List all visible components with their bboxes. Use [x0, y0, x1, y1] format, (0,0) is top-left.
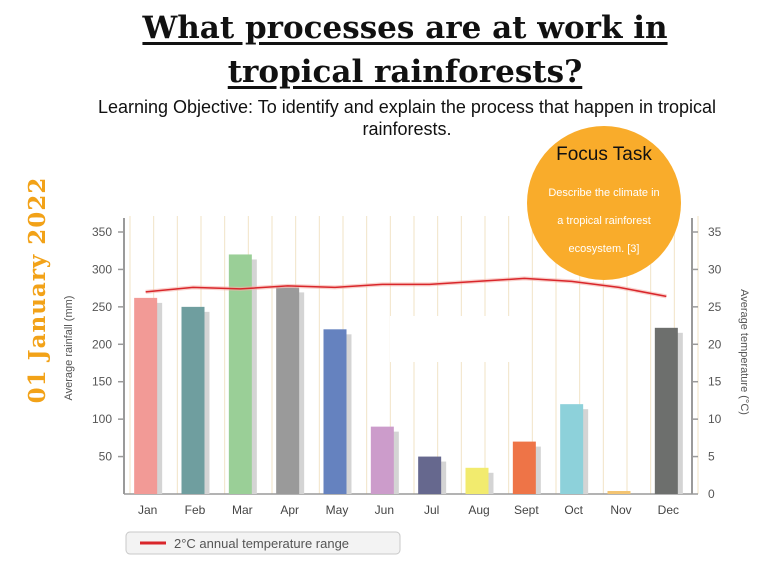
bar [560, 404, 584, 494]
x-tick-label: Mar [232, 503, 253, 517]
y-tick-label: 350 [92, 225, 112, 239]
x-tick-label: Nov [610, 503, 631, 517]
bar [323, 329, 347, 494]
x-tick-label: Apr [280, 503, 299, 517]
y2-tick-label: 5 [708, 450, 715, 464]
y-axis-title: Average rainfall (mm) [63, 296, 75, 401]
temperature-band [145, 276, 667, 299]
bar [607, 491, 631, 494]
bar [228, 254, 252, 494]
title-line-1: What processes are at work in [142, 10, 668, 46]
y-tick-label: 100 [92, 412, 112, 426]
bar [654, 327, 678, 494]
bar [134, 297, 158, 494]
x-tick-label: May [326, 503, 349, 517]
bar [512, 441, 536, 494]
x-tick-label: Sept [514, 503, 539, 517]
title-line-2: tropical rainforests? [227, 54, 583, 90]
legend-label: 2°C annual temperature range [174, 536, 349, 551]
x-tick-label: Dec [658, 503, 679, 517]
y-tick-label: 150 [92, 375, 112, 389]
blank-box [390, 316, 516, 362]
y-tick-label: 250 [92, 300, 112, 314]
x-tick-label: Oct [564, 503, 583, 517]
x-tick-label: Feb [185, 503, 206, 517]
y2-tick-label: 20 [708, 337, 722, 351]
bar [276, 287, 300, 494]
bar [370, 426, 394, 494]
x-tick-label: Jul [424, 503, 439, 517]
x-tick-label: Jun [375, 503, 394, 517]
focus-task-title: Focus Task [556, 144, 652, 165]
slide-title: What processes are at work in tropical r… [90, 6, 720, 94]
y2-tick-label: 0 [708, 487, 715, 501]
x-tick-label: Aug [468, 503, 489, 517]
y2-tick-label: 10 [708, 412, 722, 426]
bar [181, 306, 205, 494]
focus-task-body: Describe the climate in a tropical rainf… [548, 187, 660, 255]
legend-box [125, 531, 401, 555]
y-tick-label: 200 [92, 337, 112, 351]
learning-objective: Learning Objective: To identify and expl… [97, 97, 717, 139]
y2-tick-label: 30 [708, 262, 722, 276]
y2-axis-title: Average temperature (°C) [738, 289, 750, 415]
temperature-line [145, 277, 667, 298]
bar [418, 456, 442, 494]
y2-tick-label: 15 [708, 375, 722, 389]
y-tick-label: 50 [99, 450, 113, 464]
y2-tick-label: 25 [708, 300, 722, 314]
y2-tick-label: 35 [708, 225, 722, 239]
x-tick-label: Jan [138, 503, 157, 517]
y-tick-label: 300 [92, 262, 112, 276]
bar [465, 467, 489, 494]
focus-task-circle: Focus Task Describe the climate in a tro… [527, 126, 681, 280]
